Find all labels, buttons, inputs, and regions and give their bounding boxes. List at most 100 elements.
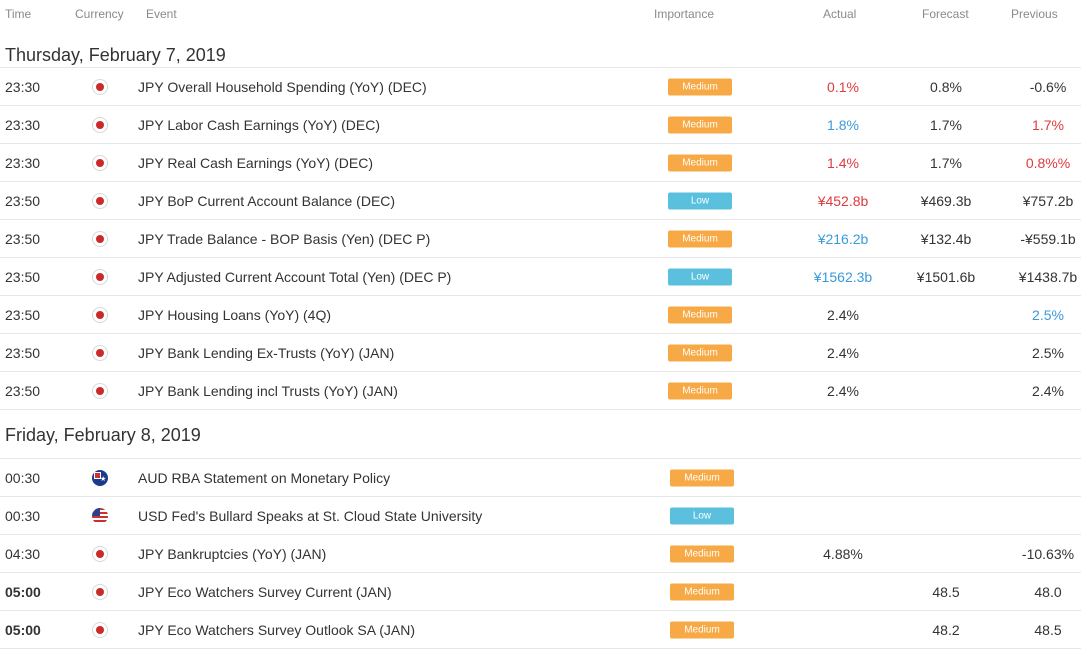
forecast-value: 48.2 — [932, 621, 960, 638]
importance-badge: Medium — [668, 382, 732, 399]
event-row[interactable]: 00:30 AUD RBA Statement on Monetary Polic… — [0, 459, 1081, 497]
previous-value: 2.4% — [1032, 382, 1064, 399]
forecast-value: ¥1501.6b — [916, 268, 976, 285]
event-row[interactable]: 23:50 JPY Trade Balance - BOP Basis (Yen)… — [0, 220, 1081, 258]
forecast-value: 0.8% — [930, 78, 962, 95]
event-name[interactable]: JPY Overall Household Spending (YoY) (DE… — [138, 78, 427, 95]
importance-badge: Low — [670, 507, 734, 524]
japan-flag-icon — [92, 78, 108, 95]
forecast-value: 1.7% — [930, 116, 962, 133]
japan-flag-icon — [92, 230, 108, 247]
column-header-event[interactable]: Event — [146, 7, 177, 21]
column-header-actual[interactable]: Actual — [823, 7, 857, 21]
event-name[interactable]: JPY Eco Watchers Survey Current (JAN) — [138, 583, 392, 600]
event-name[interactable]: JPY Eco Watchers Survey Outlook SA (JAN) — [138, 621, 415, 638]
importance-badge: Medium — [668, 116, 732, 133]
japan-flag-icon — [92, 344, 108, 361]
event-time: 23:50 — [5, 306, 41, 323]
importance-badge: Low — [668, 268, 732, 285]
event-name[interactable]: JPY Housing Loans (YoY) (4Q) — [138, 306, 331, 323]
importance-badge: Medium — [670, 621, 734, 638]
actual-value: 1.8% — [827, 116, 859, 133]
importance-badge: Medium — [668, 306, 732, 323]
event-row[interactable]: 00:30 USD Fed's Bullard Speaks at St. Clo… — [0, 497, 1081, 535]
event-name[interactable]: JPY Trade Balance - BOP Basis (Yen) (DEC… — [138, 230, 431, 247]
japan-flag-icon — [92, 154, 108, 171]
actual-value: ¥216.2b — [817, 230, 869, 247]
event-time: 23:50 — [5, 268, 41, 285]
previous-value: -0.6% — [1029, 78, 1067, 95]
event-name[interactable]: AUD RBA Statement on Monetary Policy — [138, 469, 391, 486]
event-name[interactable]: JPY Real Cash Earnings (YoY) (DEC) — [138, 154, 373, 171]
column-header-previous[interactable]: Previous — [1011, 7, 1058, 21]
japan-flag-icon — [92, 621, 108, 638]
australia-flag-icon — [92, 469, 108, 486]
actual-value: ¥452.8b — [817, 192, 869, 209]
event-time: 04:30 — [5, 545, 41, 562]
previous-value: 1.7% — [1032, 116, 1064, 133]
event-row[interactable]: 23:50 JPY Bank Lending incl Trusts (YoY) … — [0, 372, 1081, 410]
event-row[interactable]: 23:50 JPY Bank Lending Ex-Trusts (YoY) (J… — [0, 334, 1081, 372]
event-name[interactable]: JPY Bankruptcies (YoY) (JAN) — [138, 545, 327, 562]
event-row[interactable]: 23:30 JPY Labor Cash Earnings (YoY) (DEC)… — [0, 106, 1081, 144]
event-time: 23:50 — [5, 230, 41, 247]
event-name[interactable]: JPY Labor Cash Earnings (YoY) (DEC) — [138, 116, 380, 133]
column-header-time[interactable]: Time — [5, 7, 32, 21]
importance-badge: Medium — [668, 78, 732, 95]
event-row[interactable]: 05:00 JPY Eco Watchers Survey Outlook SA … — [0, 611, 1081, 649]
event-time: 23:30 — [5, 78, 41, 95]
japan-flag-icon — [92, 583, 108, 600]
event-row[interactable]: 23:30 JPY Overall Household Spending (YoY… — [0, 68, 1081, 106]
column-header-importance[interactable]: Importance — [654, 7, 715, 21]
importance-badge: Medium — [670, 545, 734, 562]
importance-badge: Medium — [668, 344, 732, 361]
event-name[interactable]: JPY Adjusted Current Account Total (Yen)… — [138, 268, 452, 285]
actual-value: 1.4% — [827, 154, 859, 171]
forecast-value: ¥469.3b — [920, 192, 972, 209]
day-header: Thursday, February 7, 2019 — [0, 30, 1081, 68]
event-row[interactable]: 23:50 JPY Housing Loans (YoY) (4Q) Medium 2… — [0, 296, 1081, 334]
importance-badge: Medium — [668, 230, 732, 247]
event-time: 00:30 — [5, 507, 41, 524]
actual-value: 4.88% — [823, 545, 863, 562]
column-header-currency[interactable]: Currency — [75, 7, 124, 21]
event-time: 23:50 — [5, 344, 41, 361]
column-header-forecast[interactable]: Forecast — [922, 7, 969, 21]
event-time: 23:50 — [5, 192, 41, 209]
event-time: 00:30 — [5, 469, 41, 486]
actual-value: ¥1562.3b — [813, 268, 873, 285]
actual-value: 2.4% — [827, 306, 859, 323]
importance-badge: Medium — [670, 583, 734, 600]
event-row[interactable]: 04:30 JPY Bankruptcies (YoY) (JAN) Medium 4… — [0, 535, 1081, 573]
event-row[interactable]: 23:30 JPY Real Cash Earnings (YoY) (DEC) M… — [0, 144, 1081, 182]
importance-badge: Low — [668, 192, 732, 209]
previous-value: 48.0 — [1034, 583, 1062, 600]
event-name[interactable]: USD Fed's Bullard Speaks at St. Cloud St… — [138, 507, 483, 524]
importance-badge: Medium — [670, 469, 734, 486]
forecast-value: 48.5 — [932, 583, 960, 600]
previous-value: -¥559.1b — [1020, 230, 1076, 247]
previous-value: 0.8%% — [1025, 154, 1071, 171]
forecast-value: 1.7% — [930, 154, 962, 171]
event-name[interactable]: JPY Bank Lending Ex-Trusts (YoY) (JAN) — [138, 344, 395, 361]
economic-calendar: Thursday, February 7, 2019 23:30 JPY Overa… — [0, 30, 1081, 649]
event-time: 23:30 — [5, 154, 41, 171]
japan-flag-icon — [92, 545, 108, 562]
japan-flag-icon — [92, 192, 108, 209]
japan-flag-icon — [92, 268, 108, 285]
event-row[interactable]: 23:50 JPY BoP Current Account Balance (DE… — [0, 182, 1081, 220]
japan-flag-icon — [92, 306, 108, 323]
actual-value: 2.4% — [827, 382, 859, 399]
day-header: Friday, February 8, 2019 — [0, 410, 1081, 459]
event-time: 05:00 — [5, 621, 41, 638]
event-time: 23:50 — [5, 382, 41, 399]
previous-value: ¥1438.7b — [1018, 268, 1078, 285]
event-row[interactable]: 05:00 JPY Eco Watchers Survey Current (JA… — [0, 573, 1081, 611]
event-row[interactable]: 23:50 JPY Adjusted Current Account Total … — [0, 258, 1081, 296]
actual-value: 0.1% — [827, 78, 859, 95]
event-name[interactable]: JPY Bank Lending incl Trusts (YoY) (JAN) — [138, 382, 398, 399]
column-header-row: Time Currency Event Importance Actual Fo… — [0, 0, 1081, 30]
event-time: 23:30 — [5, 116, 41, 133]
event-name[interactable]: JPY BoP Current Account Balance (DEC) — [138, 192, 396, 209]
previous-value: 2.5% — [1032, 306, 1064, 323]
